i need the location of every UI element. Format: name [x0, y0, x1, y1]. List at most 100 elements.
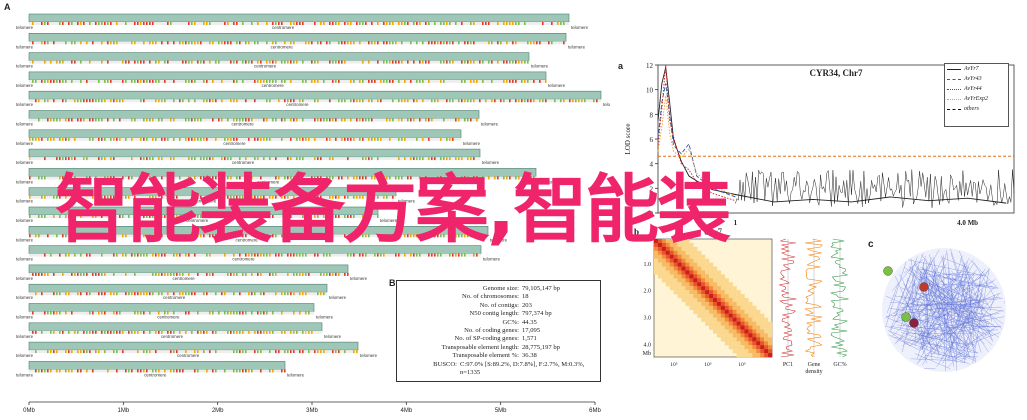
- gene-mark: [95, 272, 97, 276]
- gene-mark: [440, 253, 442, 257]
- gene-mark: [449, 137, 451, 141]
- hic-cell: [744, 349, 749, 354]
- gene-mark: [197, 234, 199, 238]
- gene-mark: [143, 99, 145, 103]
- gene-mark: [143, 137, 145, 141]
- hic-cell: [748, 317, 753, 322]
- gene-mark: [155, 330, 157, 334]
- gene-mark: [128, 60, 130, 64]
- gene-mark: [269, 195, 271, 199]
- hic-cell: [697, 262, 702, 267]
- hic-cell: [728, 282, 733, 287]
- gene-mark: [428, 253, 430, 257]
- hic-cell: [693, 266, 698, 271]
- gene-mark: [233, 234, 235, 238]
- gene-mark: [341, 41, 343, 45]
- telomere-label-right: telomere: [571, 25, 589, 30]
- hic-cell: [665, 239, 670, 244]
- centromere-label: centromere: [232, 160, 255, 165]
- hic-cell: [669, 254, 674, 259]
- gene-mark: [290, 22, 292, 25]
- hic-cell: [665, 246, 670, 251]
- gene-mark: [86, 176, 88, 180]
- gene-mark: [377, 99, 379, 103]
- gene-mark: [293, 311, 295, 315]
- gene-mark: [32, 60, 34, 64]
- gene-mark: [443, 22, 445, 25]
- gene-mark: [323, 272, 325, 276]
- hic-cell: [677, 278, 682, 283]
- gene-mark: [134, 311, 136, 315]
- gene-mark: [137, 350, 139, 354]
- gene-mark: [179, 215, 181, 218]
- gene-mark: [398, 157, 400, 161]
- gene-mark: [212, 234, 214, 238]
- gene-mark: [317, 41, 319, 45]
- gene-mark: [473, 99, 475, 103]
- gene-mark: [347, 137, 349, 141]
- gene-mark: [101, 272, 103, 276]
- gene-mark: [527, 41, 529, 45]
- gene-mark: [290, 118, 292, 122]
- gene-mark: [266, 60, 268, 64]
- gene-mark: [170, 330, 172, 334]
- network-graph: [882, 248, 1006, 372]
- gene-mark: [377, 215, 379, 218]
- gene-mark: [230, 272, 232, 276]
- gene-mark: [203, 22, 205, 25]
- gene-mark: [446, 22, 448, 25]
- gene-mark: [266, 137, 268, 141]
- gene-track: [29, 311, 314, 315]
- gene-mark: [110, 195, 112, 199]
- others-noise-line: [735, 169, 1015, 208]
- gene-mark: [362, 99, 364, 103]
- gene-mark: [170, 118, 172, 122]
- gene-mark: [317, 60, 319, 64]
- gene-mark: [323, 118, 325, 122]
- gene-mark: [284, 99, 286, 103]
- gene-mark: [212, 157, 214, 161]
- gene-mark: [212, 176, 214, 180]
- gene-mark: [455, 157, 457, 161]
- gene-mark: [41, 292, 43, 296]
- gene-mark: [251, 60, 253, 64]
- gene-mark: [41, 176, 43, 180]
- hic-cell: [701, 301, 706, 307]
- gene-mark: [491, 79, 493, 83]
- hic-cell: [716, 301, 722, 307]
- gene-mark: [419, 234, 421, 238]
- gene-mark: [113, 176, 115, 180]
- hic-cell: [665, 266, 670, 271]
- gene-mark: [44, 272, 46, 276]
- gene-mark: [371, 118, 373, 122]
- gene-mark: [359, 195, 361, 199]
- gene-mark: [44, 22, 46, 25]
- hic-cell: [713, 309, 718, 314]
- gene-mark: [431, 118, 433, 122]
- gene-mark: [56, 369, 58, 373]
- hic-cell: [713, 270, 718, 275]
- telomere-label-right: telomere: [324, 334, 342, 339]
- stats-row: No. of contigs: 203: [397, 302, 600, 310]
- gene-mark: [152, 157, 154, 161]
- gene-mark: [167, 195, 169, 199]
- hic-cell: [661, 242, 666, 248]
- gene-mark: [221, 234, 223, 238]
- gene-mark: [377, 41, 379, 45]
- gene-mark: [233, 22, 235, 25]
- gene-mark: [227, 195, 229, 199]
- gene-mark: [65, 41, 67, 45]
- hic-cell: [716, 305, 722, 310]
- gene-mark: [173, 215, 175, 218]
- gene-mark: [44, 195, 46, 199]
- gene-mark: [158, 311, 160, 315]
- gene-mark: [218, 195, 220, 199]
- gene-mark: [245, 350, 247, 354]
- hic-cell: [685, 266, 690, 271]
- hic-cell: [701, 262, 706, 267]
- hic-cell: [716, 282, 722, 287]
- gene-mark: [149, 22, 151, 25]
- gene-mark: [305, 137, 307, 141]
- gene-mark: [47, 350, 49, 354]
